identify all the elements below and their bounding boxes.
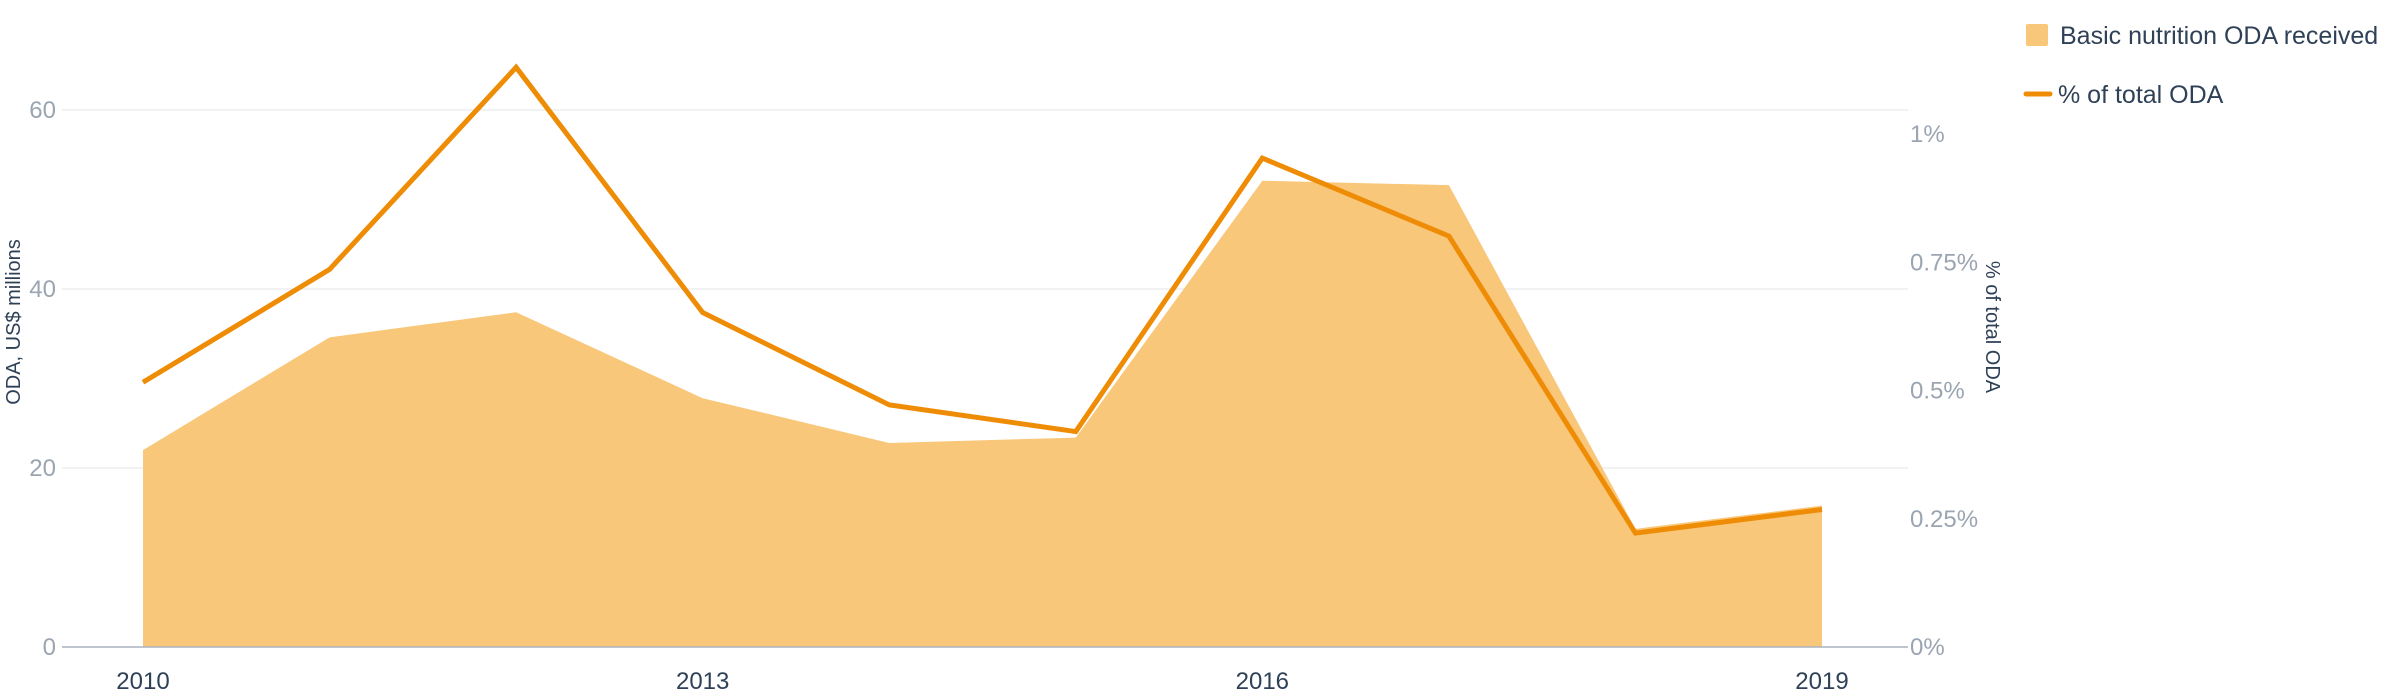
right-tick-label: 1%: [1910, 121, 1945, 148]
axes: 0 20 40 60 0% 0.25% 0.5% 0.75% 1% 2010 2013 2016 201…: [29, 97, 1978, 695]
left-tick-label: 60: [29, 97, 56, 124]
legend-label-area: Basic nutrition ODA received: [2060, 22, 2378, 50]
x-tick-label: 2013: [676, 668, 729, 695]
legend: Basic nutrition ODA received % of total …: [2023, 22, 2378, 109]
right-tick-label: 0.5%: [1910, 378, 1965, 405]
right-tick-label: 0%: [1910, 634, 1945, 661]
legend-item-area[interactable]: Basic nutrition ODA received: [2026, 22, 2378, 50]
line-series-layer: [141, 63, 1823, 536]
legend-label-line: % of total ODA: [2058, 81, 2224, 109]
left-axis-title: ODA, US$ millions: [3, 239, 25, 405]
left-tick-label: 40: [29, 276, 56, 303]
right-tick-label: 0.75%: [1910, 249, 1978, 276]
left-tick-label: 0: [43, 634, 56, 661]
area-series-layer: [143, 180, 1822, 647]
x-tick-label: 2010: [116, 668, 169, 695]
right-axis-title: % of total ODA: [1981, 261, 2003, 394]
legend-item-line[interactable]: % of total ODA: [2023, 81, 2224, 109]
line-series-percent-oda[interactable]: [141, 63, 1823, 536]
x-tick-label: 2019: [1795, 668, 1848, 695]
right-tick-label: 0.25%: [1910, 506, 1978, 533]
x-tick-label: 2016: [1236, 668, 1289, 695]
left-tick-label: 20: [29, 455, 56, 482]
area-series-basic-nutrition[interactable]: [143, 180, 1822, 647]
legend-swatch-area: [2026, 24, 2048, 46]
